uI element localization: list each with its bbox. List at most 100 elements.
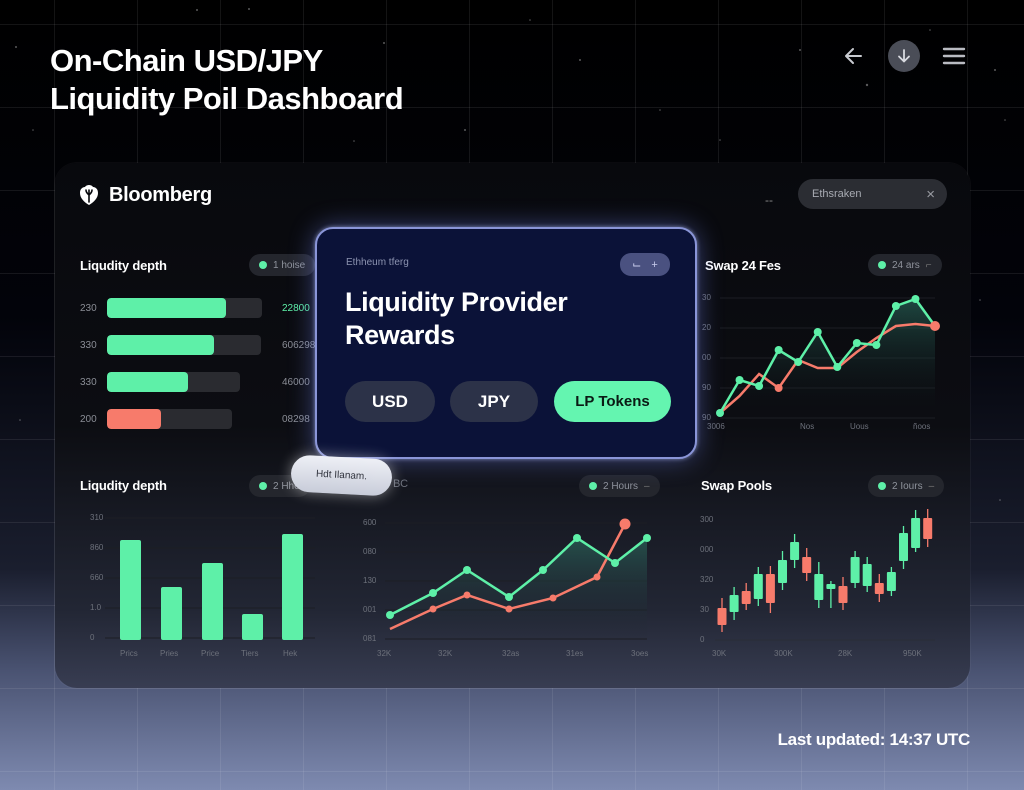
middle-chart-timeframe-chip[interactable]: 2 Hours – [579,475,660,497]
swap-pools-timeframe-chip[interactable]: 2 Iours – [868,475,945,497]
bar-track [107,372,240,392]
x-tick: Uous [850,422,869,431]
bar-fill [107,409,161,429]
row-value: 08298 [282,414,310,425]
modal-title: Liquidity Provider Rewards [345,287,568,350]
y-tick: 310 [90,513,104,522]
chevron-icon: – [928,480,935,492]
bar-track [107,335,261,355]
x-tick: Price [201,649,220,658]
status-dot-icon [259,482,267,490]
search-placeholder: Ethsraken [812,188,862,200]
swap-fees-svg [716,295,940,419]
search-input[interactable]: Ethsraken × [798,179,947,209]
status-dot-icon [878,261,886,269]
status-dot-icon [259,261,267,269]
tooltip: Hdt Ilanam. [290,454,393,497]
swap-fees-title: Swap 24 Fes [705,258,781,273]
y-tick: 660 [90,573,104,582]
x-tick: 32K [438,649,453,658]
x-tick: 3006 [707,422,725,431]
liquidity-depth-timeframe-chip[interactable]: 1 hoise [249,254,316,276]
row-label: 330 [80,339,97,351]
modal-window-controls[interactable]: ⌙ + [620,253,670,276]
liquidity-row: 330 [80,372,240,392]
lp-tokens-button[interactable]: LP Tokens [554,381,671,422]
download-icon[interactable] [888,40,920,72]
modal-subtitle: Ethheum tferg [346,257,409,268]
y-tick: 0 [90,633,95,642]
y-tick: 860 [90,543,104,552]
middle-card-hidden-title: BC [393,478,408,490]
y-tick: 080 [363,547,377,556]
bloomberg-logo-icon [80,185,98,205]
y-tick: 00 [702,353,711,362]
liquidity-row: 230 [80,298,262,318]
row-label: 330 [80,376,97,388]
page-title: On-Chain USD/JPY Liquidity Poil Dashboar… [50,43,404,116]
y-tick: 20 [702,323,711,332]
clear-search-icon[interactable]: × [926,185,935,203]
minimize-icon[interactable]: ⌙ [632,259,642,271]
bar-fill [107,335,214,355]
liquidity-depth-bottom-title: Liqudity depth [80,478,167,493]
row-value: 22800 [282,303,310,314]
y-tick: 0 [700,635,705,644]
x-tick: 32as [502,649,520,658]
panel-dash: -- [765,193,773,207]
x-tick: 30K [712,649,727,658]
y-tick: 000 [700,545,714,554]
bar-fill [107,372,188,392]
usd-button[interactable]: USD [345,381,435,422]
brand: Bloomberg [77,183,212,207]
chevron-icon: ⌐ [925,259,932,271]
y-tick: 130 [363,576,377,585]
brand-name: Bloomberg [109,183,212,206]
status-dot-icon [589,482,597,490]
chip-label: 2 Iours [892,480,923,492]
y-tick: 320 [700,575,714,584]
y-tick: 30 [700,605,709,614]
bar-fill [107,298,226,318]
liquidity-depth-title: Liqudity depth [80,258,167,273]
x-tick: Nos [800,422,815,431]
y-tick: 30 [702,293,711,302]
middle-line-svg [385,518,651,641]
chip-label: 24 ars [892,259,920,271]
x-tick: Tiers [241,649,259,658]
y-tick: 600 [363,518,377,527]
x-tick: 3oes [631,649,649,658]
expand-icon[interactable]: + [651,258,658,271]
row-label: 200 [80,413,97,425]
y-tick: 001 [363,605,377,614]
swap-fees-timeframe-chip[interactable]: 24 ars ⌐ [868,254,942,276]
bar-track [107,298,262,318]
x-tick: 300K [774,649,793,658]
last-updated: Last updated: 14:37 UTC [777,730,971,749]
liquidity-row: 200 [80,409,232,429]
chip-label: 1 hoise [273,259,306,271]
chevron-icon: – [644,480,650,492]
row-value: 46000 [282,377,310,388]
y-tick: 90 [702,383,711,392]
x-tick: 28K [838,649,853,658]
y-tick: 300 [700,515,714,524]
candles-svg [715,509,935,641]
row-value: 606298 [282,340,316,351]
liquidity-row: 330 [80,335,261,355]
chip-label: 2 Hours [603,480,639,492]
y-tick: 081 [363,634,377,643]
menu-icon[interactable] [938,40,970,72]
x-tick: Prics [120,649,138,658]
x-tick: Hek [283,649,298,658]
x-tick: 950K [903,649,922,658]
vbars-svg [105,517,315,640]
jpy-button[interactable]: JPY [450,381,538,422]
chip-label: 2 Hhe [273,480,300,492]
x-tick: 32K [377,649,392,658]
top-toolbar [838,40,970,72]
bar-track [107,409,232,429]
x-tick: 31es [566,649,584,658]
row-label: 230 [80,302,97,314]
back-arrow-icon[interactable] [838,40,870,72]
